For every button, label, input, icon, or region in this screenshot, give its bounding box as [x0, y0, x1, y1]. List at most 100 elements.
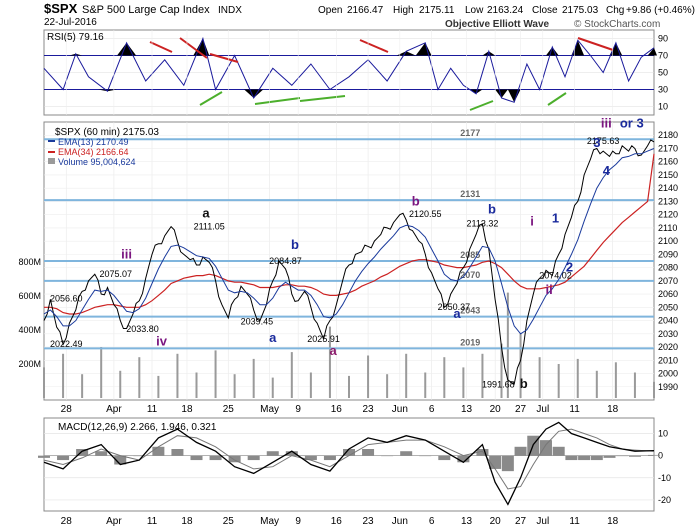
volume-bar [176, 353, 179, 398]
x-tick-label: 18 [181, 404, 193, 415]
macd-histogram-bar [362, 449, 375, 456]
close-label: Close [532, 5, 558, 16]
macd-histogram-bar [381, 455, 394, 457]
x-tick-label: 11 [147, 516, 158, 527]
macd-tick-label: 10 [658, 429, 668, 439]
volume-bar [62, 353, 65, 398]
rsi-divergence-line [254, 97, 301, 105]
chg-value: +9.86 (+0.46%) [626, 5, 695, 16]
rsi-tick-label: 70 [658, 51, 668, 61]
x-tick-label: Jul [536, 516, 549, 527]
legend-ema34: EMA(34) 2166.64 [58, 147, 129, 157]
macd-histogram-bar [95, 451, 108, 456]
high-value: 2175.11 [419, 5, 455, 16]
rsi-tick-label: 50 [658, 68, 668, 78]
macd-tick-label: -20 [658, 495, 671, 505]
macd-histogram-bar [343, 449, 355, 456]
wave-label: b [291, 237, 299, 252]
macd-histogram-bar [648, 454, 660, 456]
rsi-overbought-area [396, 51, 416, 56]
x-tick-label: 13 [461, 516, 473, 527]
wave-label: b [520, 376, 528, 391]
macd-histogram-bar [114, 455, 127, 465]
chart-exchange: INDX [218, 5, 242, 16]
volume-bar [100, 347, 103, 398]
price-tick-label: 2010 [658, 355, 678, 365]
macd-histogram-bar [247, 455, 260, 461]
chart-name: S&P 500 Large Cap Index [82, 4, 210, 16]
rsi-divergence-line [299, 95, 346, 102]
chart-date: 22-Jul-2016 [44, 17, 97, 28]
price-tick-label: 2030 [658, 329, 678, 339]
low-value: 2163.24 [487, 5, 524, 16]
price-tick-label: 2000 [658, 369, 678, 379]
price-value-label: 2111.05 [194, 222, 225, 232]
wave-label: 4 [603, 163, 611, 178]
rsi-divergence-line [577, 37, 614, 51]
volume-bar [614, 362, 617, 398]
macd-histogram-bar [616, 455, 629, 457]
wave-label: 1 [552, 211, 559, 226]
chg-label: Chg [606, 5, 624, 16]
volume-bar [138, 357, 141, 398]
price-tick-label: 1990 [658, 382, 678, 392]
price-value-label: 2074.02 [539, 271, 572, 281]
wave-label: iv [156, 334, 168, 349]
x-tick-label: Jun [392, 404, 408, 415]
volume-bar [119, 370, 122, 398]
macd-line [43, 421, 655, 506]
volume-bar [519, 333, 522, 398]
x-tick-label: 9 [295, 516, 301, 527]
volume-bar [252, 358, 255, 398]
volume-bar [290, 352, 293, 398]
macd-histogram-bar [457, 455, 470, 463]
macd-histogram-bar [266, 451, 279, 456]
volume-bar [576, 358, 579, 398]
price-value-label: 2120.55 [409, 209, 442, 219]
price-tick-label: 2090 [658, 249, 678, 259]
volume-bar [328, 326, 331, 398]
volume-bar [386, 374, 389, 398]
macd-histogram-bar [501, 455, 514, 472]
level-label: 2043 [460, 306, 480, 316]
brand-label: © StockCharts.com [574, 19, 660, 30]
volume-bar [271, 377, 274, 398]
open-value: 2166.47 [347, 5, 384, 16]
volume-bar [405, 353, 408, 398]
macd-histogram-bar [539, 440, 552, 456]
price-tick-label: 2050 [658, 302, 678, 312]
rsi-divergence-line [209, 53, 239, 63]
volume-bar [653, 381, 655, 398]
macd-histogram-bar [304, 455, 317, 461]
price-tick-label: 2180 [658, 130, 678, 140]
x-tick-label: 28 [61, 516, 73, 527]
x-tick-label: 6 [429, 516, 435, 527]
price-tick-label: 2110 [658, 223, 677, 233]
x-tick-label: 13 [461, 404, 473, 415]
macd-histogram-bar [400, 451, 413, 456]
price-value-label: 1991.68 [482, 380, 515, 390]
macd-histogram-bar [190, 455, 203, 461]
macd-histogram-bar [476, 449, 489, 456]
rsi-oversold-area [244, 89, 264, 98]
x-tick-label: 23 [363, 404, 375, 415]
rsi-line [43, 36, 655, 103]
x-tick-label: 11 [569, 404, 580, 415]
macd-histogram-bar [228, 455, 241, 463]
x-tick-label: 28 [61, 404, 73, 415]
volume-bar [424, 372, 427, 398]
volume-bar [506, 292, 509, 398]
macd-tick-label: 0 [658, 451, 663, 461]
price-value-label: 2075.07 [100, 269, 133, 279]
price-tick-label: 2070 [658, 276, 678, 286]
x-tick-label: Apr [106, 516, 122, 527]
volume-bar [557, 364, 560, 398]
chart-symbol: $SPX [44, 1, 78, 16]
rsi-divergence-line [149, 41, 173, 53]
level-label: 2131 [460, 189, 480, 199]
legend-volume-swatch [48, 158, 55, 164]
volume-bar [309, 372, 312, 398]
price-tick-label: 2160 [658, 157, 678, 167]
volume-bar [43, 367, 45, 398]
legend-ema13-swatch [48, 140, 55, 142]
